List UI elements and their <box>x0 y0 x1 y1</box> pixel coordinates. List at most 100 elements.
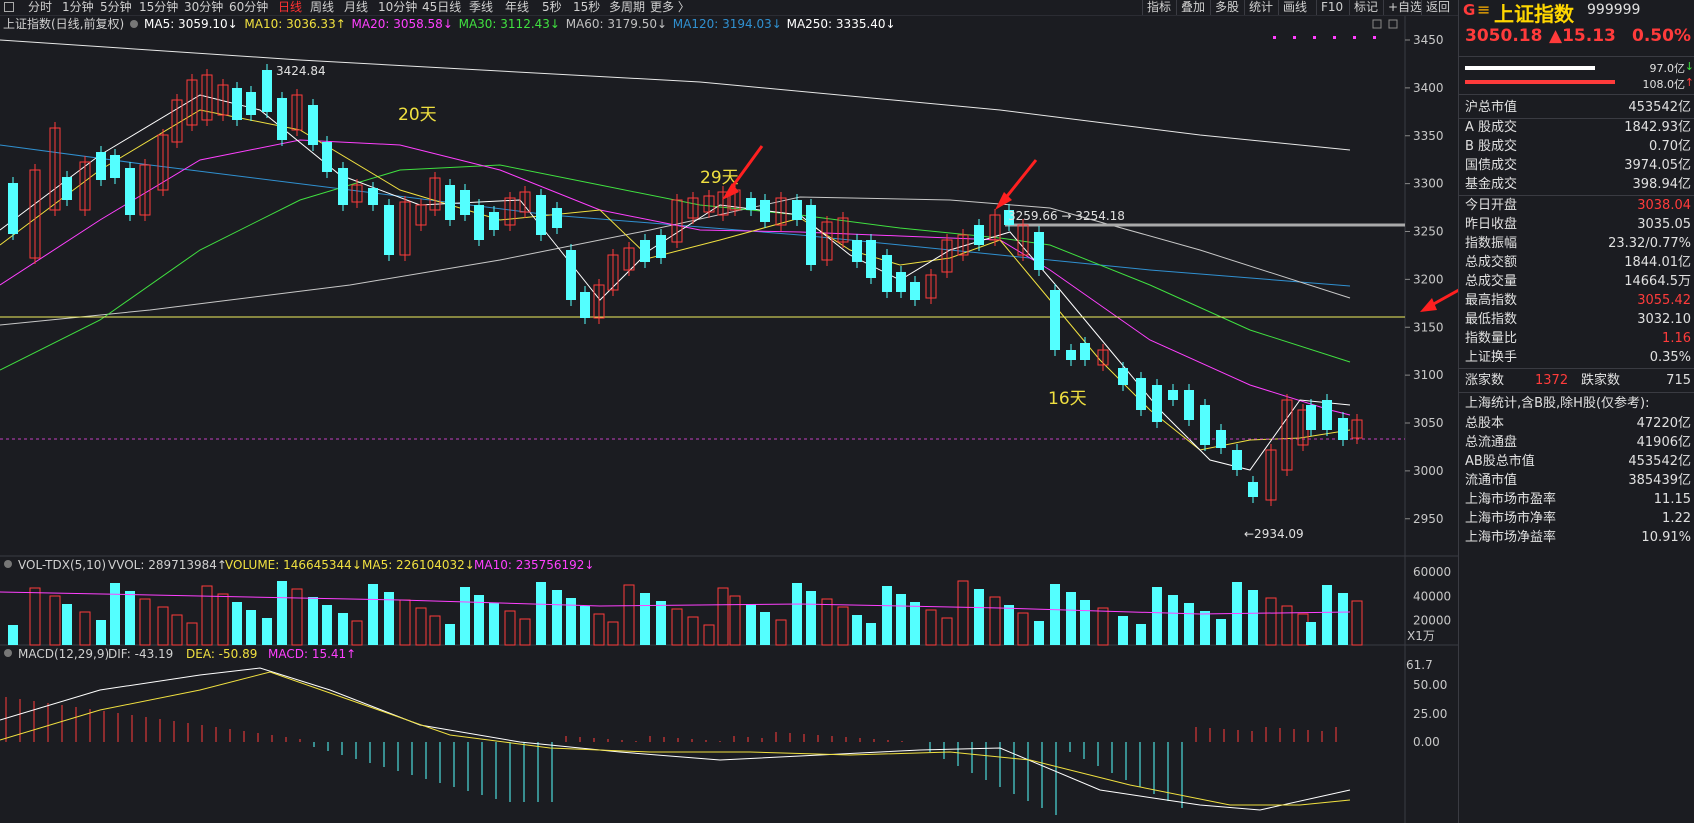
period-tab-9[interactable]: 10分钟 <box>378 0 418 14</box>
period-tab-4[interactable]: 30分钟 <box>184 0 224 14</box>
volume-bar-down <box>852 615 862 645</box>
volume-bar-down <box>1248 590 1258 645</box>
info-row-value: 1842.93亿 <box>1624 120 1691 135</box>
candle-body-up <box>1265 449 1277 501</box>
period-tab-15[interactable]: 多周期 <box>609 0 646 14</box>
candle-body-up <box>1281 399 1293 471</box>
info-row-value: 3032.10 <box>1637 312 1691 327</box>
volume-bar-up <box>519 618 531 646</box>
candle-body-up <box>957 234 969 256</box>
volume-bar-down <box>232 602 242 645</box>
grid-menu-icon[interactable] <box>4 2 14 12</box>
volume-bar-down <box>882 586 892 645</box>
info-row-label: 上海市场净益率 <box>1465 530 1557 545</box>
info-row-value: 0.70亿 <box>1649 139 1691 154</box>
volume-axis-tick-2: 20000 <box>1413 614 1451 628</box>
volume-bar-down <box>1338 593 1348 645</box>
candle-body-down <box>552 208 562 228</box>
toolbar-button-4[interactable]: 画线 <box>1278 0 1311 15</box>
period-tab-0[interactable]: 分时 <box>28 0 53 14</box>
volume-bar-down <box>792 583 802 645</box>
volume-bar-up <box>429 615 441 646</box>
info-row-label: 总成交量 <box>1465 274 1518 289</box>
volume-bar-down <box>536 582 546 645</box>
candle-body-down <box>368 188 378 205</box>
period-tab-16[interactable]: 更多 〉 <box>650 0 690 14</box>
toolbar-button-2[interactable]: 多股 <box>1210 0 1243 15</box>
candle-body-down <box>1080 343 1090 360</box>
period-tab-7[interactable]: 周线 <box>310 0 335 14</box>
high-price-label: 3424.84 <box>276 64 326 78</box>
buy-bar <box>1465 66 1595 70</box>
period-tab-11[interactable]: 季线 <box>469 0 494 14</box>
candle-body-down <box>338 168 348 205</box>
ma10-line <box>0 109 1351 451</box>
candle-body-down <box>1322 400 1332 430</box>
period-tab-8[interactable]: 月线 <box>344 0 369 14</box>
magenta-dot-5 <box>1373 36 1376 39</box>
candle-body-up <box>775 197 787 226</box>
volume-bar-up <box>139 598 151 646</box>
info-row-label: A 股成交 <box>1465 120 1518 135</box>
volume-bar-up <box>1281 605 1293 646</box>
toolbar-button-1[interactable]: 叠加 <box>1176 0 1209 15</box>
period-tab-12[interactable]: 年线 <box>505 0 530 14</box>
toolbar-button-5[interactable]: F10 <box>1316 0 1347 15</box>
price-axis-tick-3: 3300 <box>1413 177 1444 191</box>
volume-settings-dot-icon <box>4 560 12 568</box>
candle-body-down <box>322 142 332 172</box>
info-row-value: 1.16 <box>1662 331 1691 346</box>
macd-title: MACD(12,29,9) <box>18 647 109 661</box>
info-row-value: 0.35% <box>1649 350 1691 365</box>
volume-bar-up <box>1017 612 1029 646</box>
period-toolbar: 分时 1分钟 5分钟 15分钟 30分钟 60分钟 日线 周线 月线 10分钟 45日线 季线 年线 5秒… <box>0 0 1458 16</box>
info-row-value: 398.94亿 <box>1632 177 1692 192</box>
info-row-label: B 股成交 <box>1465 139 1518 154</box>
down-count-label: 跌家数 <box>1581 373 1621 388</box>
menu-icon[interactable]: ≡ <box>1477 0 1491 19</box>
candle-body-down <box>656 235 666 258</box>
toolbar-button-0[interactable]: 指标 <box>1142 0 1175 15</box>
volume-bar-down <box>489 603 499 645</box>
volume-bar-down <box>1118 616 1128 645</box>
toolbar-button-3[interactable]: 统计 <box>1244 0 1277 15</box>
period-tab-1[interactable]: 1分钟 <box>62 0 94 14</box>
red-arrow-3-shaft <box>1429 288 1458 308</box>
kline-chart[interactable]: 上证指数(日线,前复权) MA5: 3059.10↓ MA10: 3036.33↑ M… <box>0 16 1458 823</box>
volume-bar-down <box>110 583 120 645</box>
price-axis-tick-6: 3150 <box>1413 320 1444 334</box>
price-axis-tick-2: 3350 <box>1413 129 1444 143</box>
info-row: 指数振幅 23.32/0.77% <box>1465 234 1691 253</box>
volume-bar-down <box>656 601 666 645</box>
info-row-label: 指数振幅 <box>1465 236 1518 251</box>
period-tab-3[interactable]: 15分钟 <box>139 0 179 14</box>
toolbar-button-6[interactable]: 标记 <box>1349 0 1382 15</box>
ma-label-6: MA250: 3335.40↓ <box>787 17 896 31</box>
volume-bar-down <box>338 613 348 645</box>
toolbar-button-8[interactable]: 返回 <box>1421 0 1454 15</box>
info-row: B 股成交 0.70亿 <box>1465 137 1691 156</box>
volume-bar-down <box>1216 619 1226 645</box>
volume-bar-down <box>1184 603 1194 645</box>
volume-bar-up <box>989 596 1001 646</box>
period-tab-10[interactable]: 45日线 <box>422 0 462 14</box>
price-axis-tick-4: 3250 <box>1413 225 1444 239</box>
up-count-label: 涨家数 <box>1465 373 1505 388</box>
volume-bar-up <box>504 610 516 646</box>
period-tab-2[interactable]: 5分钟 <box>100 0 132 14</box>
volume-bar-down <box>1168 595 1178 645</box>
volume-bar-up <box>201 585 213 646</box>
volume-bar-up <box>671 608 683 646</box>
info-row-value: 23.32/0.77% <box>1608 236 1691 251</box>
period-tab-6[interactable]: 日线 <box>278 0 303 14</box>
period-tab-13[interactable]: 5秒 <box>542 0 562 14</box>
candle-body-down <box>262 70 272 112</box>
volume-bar-up <box>729 595 741 646</box>
mid-price-label: 3259.66 → 3254.18 <box>1008 209 1125 223</box>
candle-body-down <box>277 98 287 140</box>
magenta-dot-0 <box>1273 36 1276 39</box>
period-tab-5[interactable]: 60分钟 <box>229 0 269 14</box>
volume-bar-up <box>623 584 635 646</box>
toolbar-button-7[interactable]: +自选 <box>1383 0 1426 15</box>
period-tab-14[interactable]: 15秒 <box>573 0 601 14</box>
